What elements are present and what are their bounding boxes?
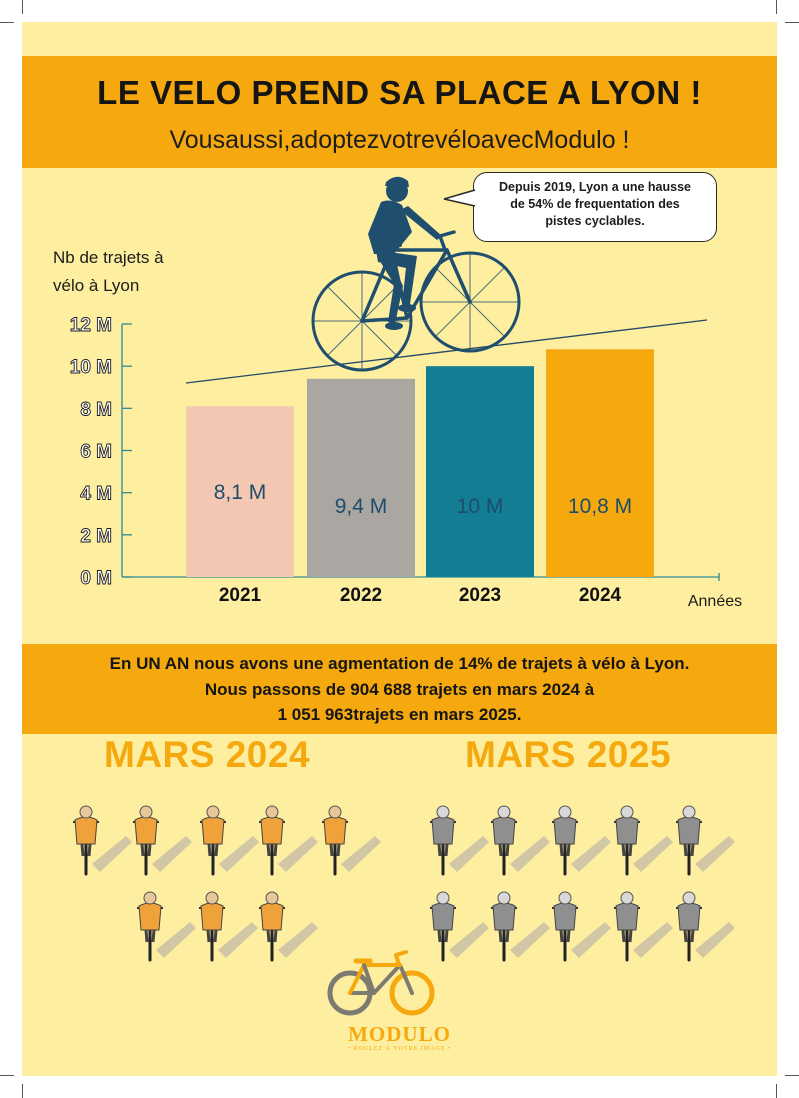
y-axis-label-line2: vélo à Lyon [53, 276, 140, 295]
summary-banner: En UN AN nous avons une agmentation de 1… [22, 644, 777, 734]
rider-icon [73, 805, 132, 876]
bar-data-label: 9,4 M [335, 495, 388, 518]
crop-mark [785, 22, 799, 23]
crop-mark [0, 22, 14, 23]
y-axis-label-line1: Nb de trajets à [53, 248, 164, 267]
bar [426, 366, 534, 577]
x-axis-label: Années [688, 593, 742, 610]
rider-icon [430, 805, 489, 876]
x-tick-label: 2022 [340, 585, 382, 606]
bar [186, 406, 294, 577]
rider-icon [259, 805, 318, 876]
rider-icon [491, 805, 550, 876]
summary-line2: Nous passons de 904 688 trajets en mars … [204, 680, 595, 699]
poster: LE VELO PREND SA PLACE A LYON ! Vousauss… [22, 22, 777, 1076]
rider-icon [200, 805, 259, 876]
rider-icon [259, 891, 318, 962]
x-tick-label: 2021 [219, 585, 262, 606]
trend-line [185, 319, 708, 384]
crop-mark [22, 1084, 23, 1098]
y-tick-label: 2 M [80, 526, 112, 547]
header-banner: LE VELO PREND SA PLACE A LYON ! Vousauss… [22, 56, 777, 168]
summary-line3: 1 051 963trajets en mars 2025. [277, 705, 522, 724]
callout-line: de 54% de frequentation des [510, 197, 680, 211]
poster-title: LE VELO PREND SA PLACE A LYON ! [97, 74, 702, 111]
y-tick-label: 10 M [70, 357, 112, 378]
callout-bubble: Depuis 2019, Lyon a une hausse de 54% de… [473, 172, 717, 242]
callout-line: Depuis 2019, Lyon a une hausse [499, 180, 691, 194]
rider-icon [491, 891, 550, 962]
bar-data-label: 10,8 M [568, 495, 632, 518]
rider-icon [133, 805, 192, 876]
y-tick-label: 4 M [80, 484, 112, 505]
rider-icon [614, 805, 673, 876]
cyclist-rider-icon [368, 176, 442, 330]
summary-line1: En UN AN nous avons une agmentation de 1… [109, 654, 690, 673]
rider-icon [322, 805, 381, 876]
bar [307, 378, 415, 577]
y-tick-label: 0 M [80, 568, 112, 589]
callout-tail-icon [443, 189, 478, 207]
bar-chart: 0 M 2 M 4 M 6 M 8 M 10 M 12 M 8,1 M 2021 9,4 M 20… [69, 176, 742, 610]
y-axis-label: Nb de trajets à vélo à Lyon [53, 244, 223, 300]
rider-icon [430, 891, 489, 962]
crop-mark [776, 0, 777, 14]
y-tick-label: 6 M [80, 442, 112, 463]
bar-data-label: 8,1 M [214, 481, 267, 504]
y-tick-label: 8 M [80, 399, 112, 420]
rider-comparison [73, 805, 735, 962]
rider-icon [614, 891, 673, 962]
right-comparison-title: MARS 2025 [465, 734, 672, 775]
crop-mark [776, 1084, 777, 1098]
bar-data-label: 10 M [457, 495, 504, 518]
rider-icon [676, 805, 735, 876]
callout-line: pistes cyclables. [545, 214, 645, 228]
crop-mark [785, 1075, 799, 1076]
y-tick-label: 12 M [70, 315, 112, 336]
rider-icon [199, 891, 258, 962]
modulo-bike-logo-icon [327, 950, 435, 1016]
x-tick-label: 2023 [459, 585, 501, 606]
brand-tagline: • ROULEZ À VOTRE IMAGE • [347, 1046, 452, 1052]
cyclist-icon [311, 230, 521, 372]
brand-logo-text: MODULO [348, 1022, 451, 1046]
poster-subtitle: Vousaussi,adoptezvotrevéloavecModulo ! [169, 126, 630, 154]
rider-icon [552, 891, 611, 962]
left-comparison-title: MARS 2024 [104, 734, 311, 775]
rider-icon [552, 805, 611, 876]
crop-mark [22, 0, 23, 14]
bar [546, 349, 654, 577]
x-tick-label: 2024 [579, 585, 622, 606]
rider-icon [676, 891, 735, 962]
crop-mark [0, 1075, 14, 1076]
rider-icon [137, 891, 196, 962]
